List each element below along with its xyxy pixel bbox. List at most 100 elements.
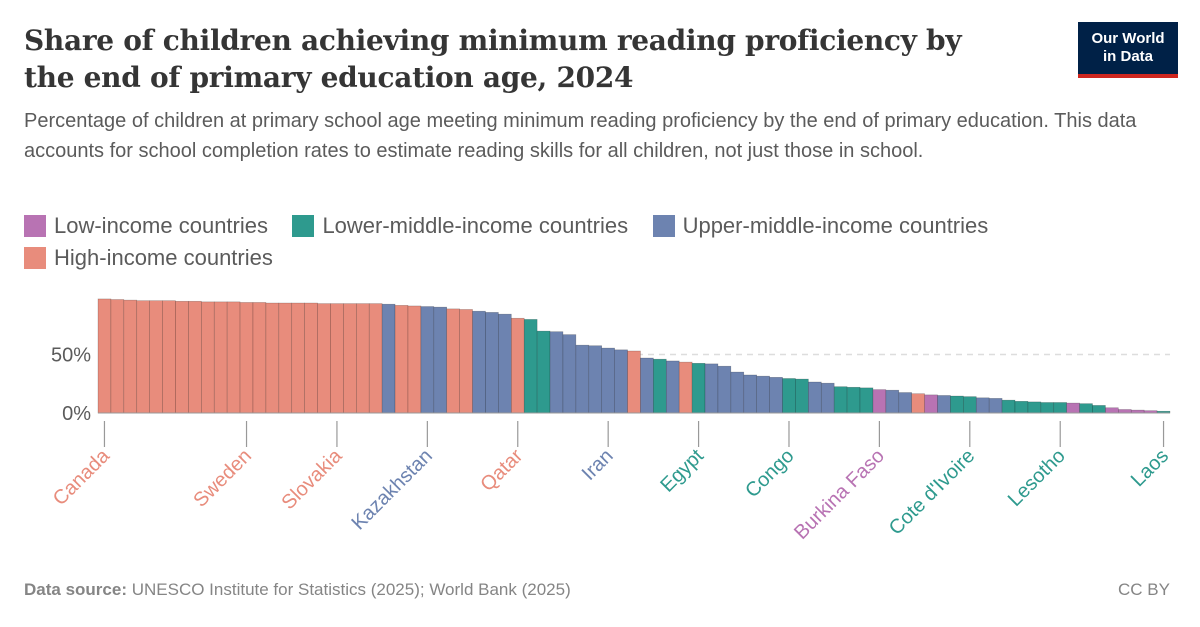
owid-logo[interactable]: Our World in Data — [1078, 22, 1178, 78]
x-tick-label[interactable]: Sweden — [189, 445, 256, 512]
bar — [523, 319, 538, 414]
legend-item-lower-middle-income[interactable]: Lower-middle-income countries — [292, 210, 628, 242]
bar — [459, 309, 473, 414]
bar — [1092, 405, 1106, 414]
data-source-label: Data source: — [24, 580, 127, 599]
bar — [950, 395, 964, 414]
legend-label: Lower-middle-income countries — [322, 213, 629, 238]
bar — [1053, 402, 1067, 414]
bar-chart: 0% 50% Canada Sweden Slovakia Kazakhstan Qatar… — [49, 298, 1173, 544]
bar — [717, 365, 732, 414]
x-tick-label[interactable]: Lesotho — [1004, 445, 1070, 511]
bar — [601, 347, 615, 414]
bar — [356, 303, 370, 414]
bar — [859, 387, 874, 414]
x-tick-label[interactable]: Qatar — [476, 445, 527, 496]
bar — [407, 305, 422, 414]
bar — [123, 299, 138, 414]
bar — [1014, 401, 1029, 414]
bar — [1079, 403, 1093, 414]
chart-title: Share of children achieving minimum read… — [24, 24, 962, 94]
bar — [795, 378, 809, 414]
bar — [213, 301, 228, 414]
bar — [97, 298, 112, 414]
bar — [885, 389, 900, 414]
x-tick-label[interactable]: Congo — [741, 445, 798, 502]
bar — [239, 302, 254, 414]
bar — [433, 306, 448, 414]
bar — [252, 302, 267, 414]
bar — [446, 308, 460, 414]
x-tick-label[interactable]: Cote d'Ivoire — [885, 445, 980, 540]
bar — [575, 344, 590, 414]
x-tick-label[interactable]: Egypt — [656, 445, 708, 497]
legend-swatch — [652, 215, 675, 237]
bar — [291, 302, 305, 414]
bar — [304, 302, 318, 414]
legend-item-high-income[interactable]: High-income countries — [24, 242, 273, 274]
bar — [472, 310, 486, 414]
bar — [614, 349, 628, 414]
data-source-text[interactable]: UNESCO Institute for Statistics (2025); … — [131, 580, 571, 599]
x-tick-label[interactable]: Burkina Faso — [790, 445, 889, 544]
legend-label: Upper-middle-income countries — [682, 213, 989, 238]
legend-swatch — [24, 247, 46, 269]
bar — [1118, 409, 1132, 414]
bar — [1040, 402, 1055, 414]
bar — [1027, 401, 1042, 414]
bar — [782, 378, 796, 414]
legend-label: Low-income countries — [54, 213, 268, 238]
legend-label: High-income countries — [54, 245, 273, 270]
bar — [846, 386, 861, 414]
bar — [201, 301, 215, 414]
bar — [368, 303, 383, 414]
bar — [265, 302, 280, 414]
bar — [627, 350, 641, 414]
legend: Low-income countries Lower-middle-income… — [24, 210, 1174, 274]
bar — [330, 303, 344, 414]
bar — [498, 313, 512, 414]
x-tick-label[interactable]: Laos — [1127, 445, 1173, 491]
legend-swatch — [24, 215, 46, 237]
bar — [665, 360, 680, 414]
y-tick-label: 50% — [51, 345, 91, 367]
x-tick-label[interactable]: Slovakia — [277, 444, 347, 514]
bar — [691, 362, 706, 414]
bar — [226, 301, 241, 414]
bar — [898, 392, 912, 414]
bar — [743, 374, 757, 414]
bar — [1066, 402, 1080, 414]
bar — [704, 363, 719, 414]
bar — [343, 303, 357, 414]
bar — [485, 312, 499, 414]
x-tick-label[interactable]: Kazakhstan — [347, 445, 436, 534]
bar — [110, 299, 125, 414]
bar — [149, 300, 163, 414]
bar — [653, 358, 667, 414]
x-tick-label[interactable]: Iran — [578, 445, 618, 485]
chart-subtitle: Percentage of children at primary school… — [24, 110, 1137, 162]
bar — [188, 300, 202, 414]
bar — [136, 300, 150, 414]
bar — [808, 381, 822, 414]
bar — [730, 371, 745, 414]
bar — [678, 361, 693, 414]
bar — [975, 397, 990, 414]
x-tick-label[interactable]: Canada — [49, 444, 115, 510]
bar — [988, 398, 1003, 414]
legend-item-upper-middle-income[interactable]: Upper-middle-income countries — [652, 210, 989, 242]
bar — [420, 306, 435, 414]
bar — [872, 389, 887, 414]
bar — [278, 302, 293, 414]
bar — [317, 303, 331, 414]
bar — [911, 393, 925, 414]
license-link[interactable]: CC BY — [1118, 580, 1170, 599]
legend-swatch — [292, 215, 315, 237]
bar — [640, 357, 654, 414]
bar — [1105, 407, 1119, 414]
data-source: Data source: UNESCO Institute for Statis… — [24, 580, 571, 600]
bar — [937, 395, 951, 414]
legend-item-low-income[interactable]: Low-income countries — [24, 210, 268, 242]
bar — [924, 394, 938, 414]
logo-line-2: in Data — [1102, 48, 1153, 65]
